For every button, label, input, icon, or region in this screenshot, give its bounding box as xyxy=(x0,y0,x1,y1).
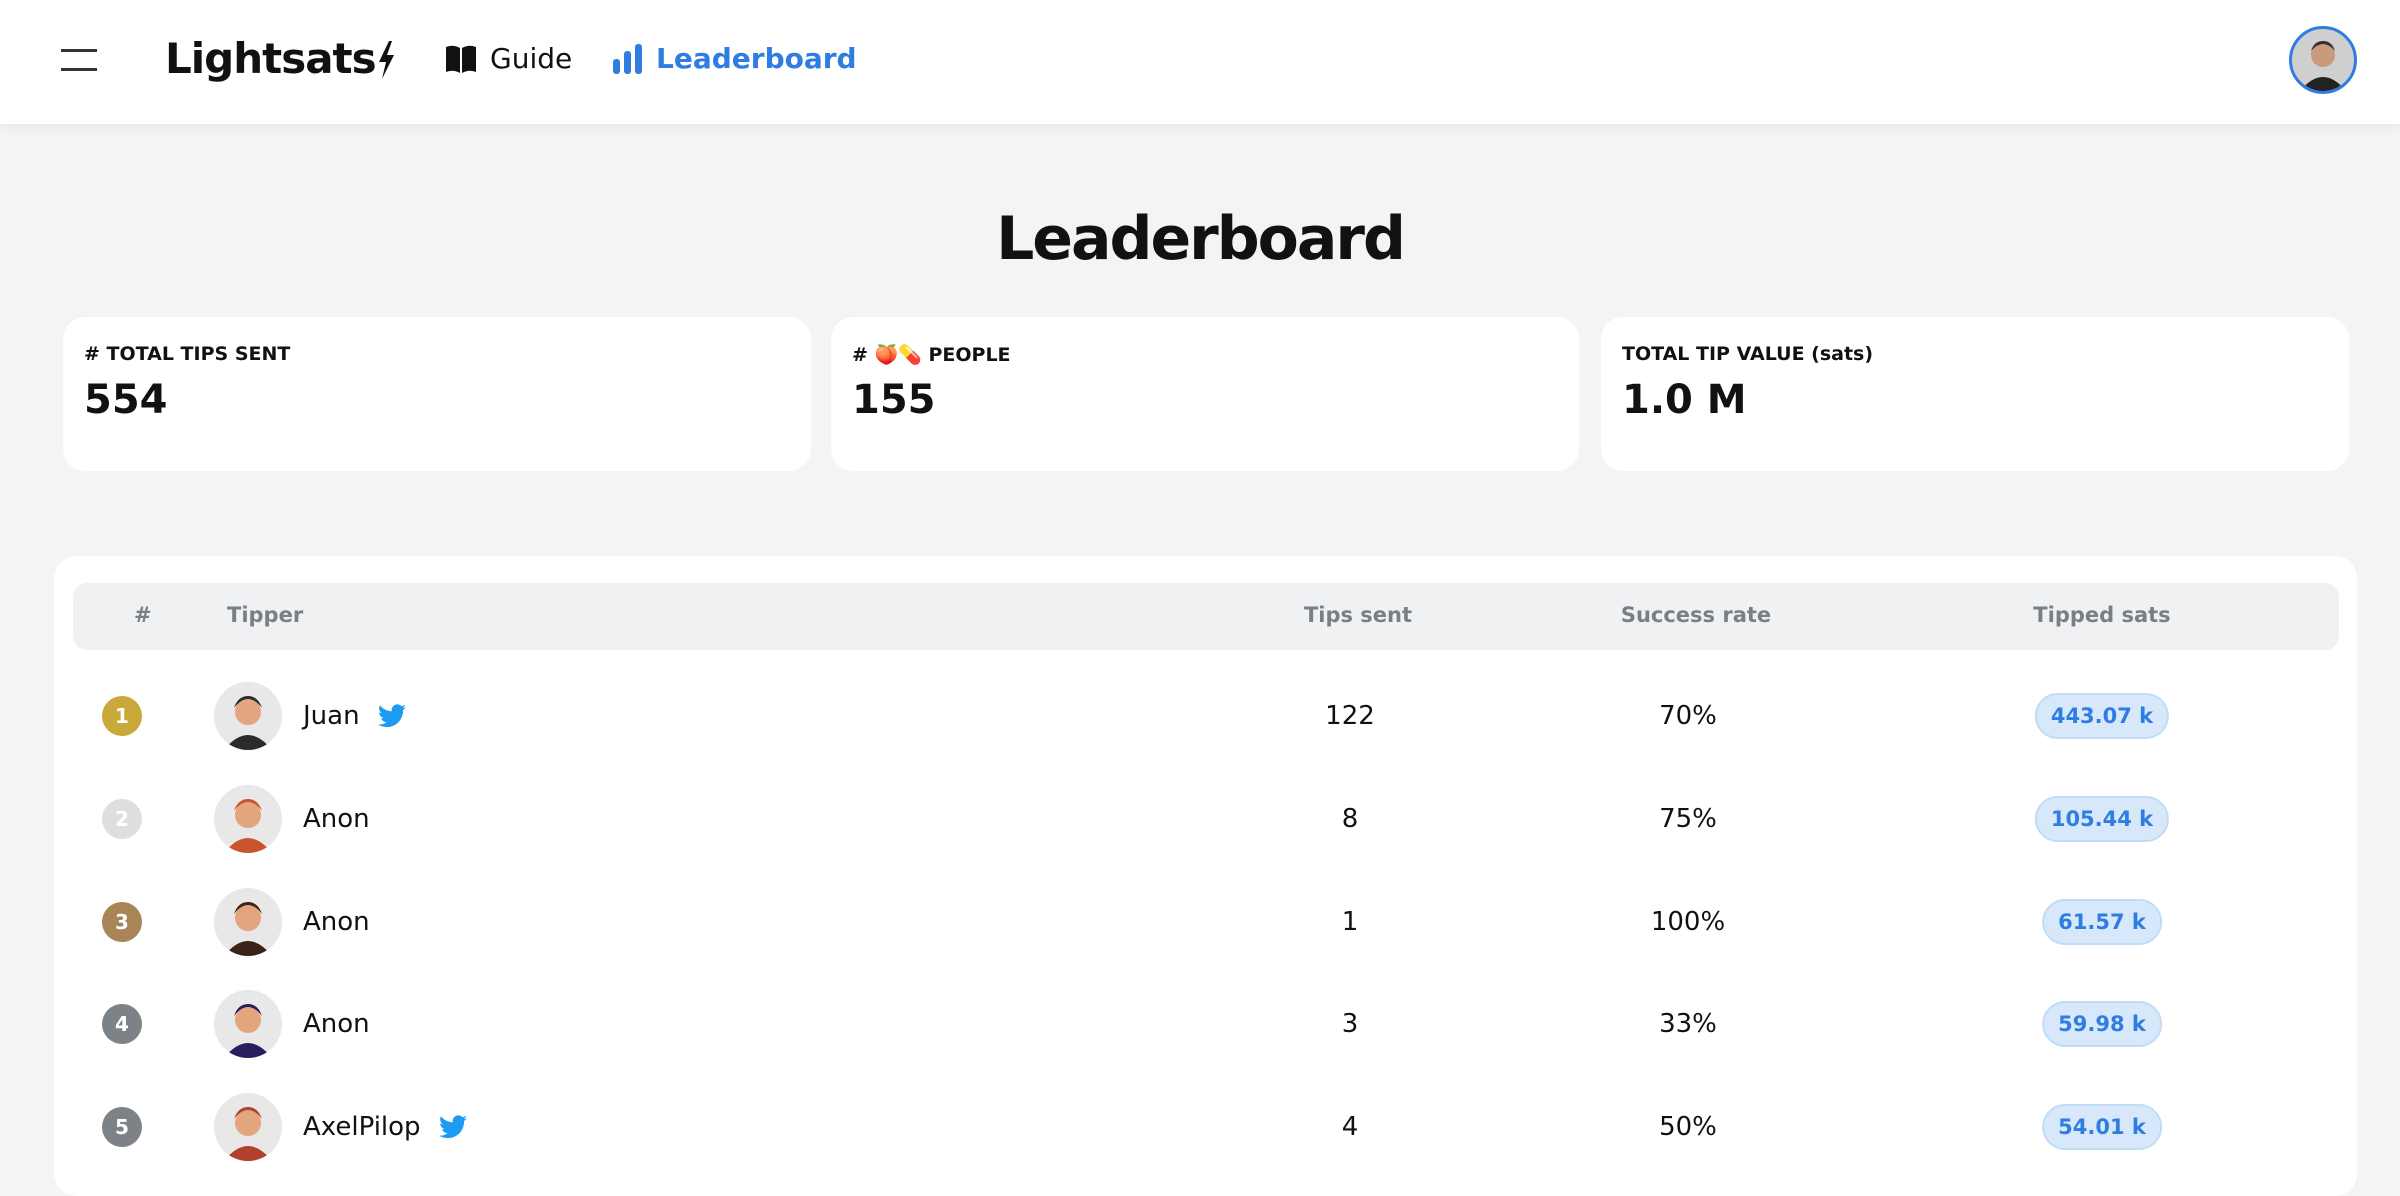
column-header: # xyxy=(134,603,152,627)
logo[interactable]: Lightsats xyxy=(165,34,396,83)
menu-icon[interactable] xyxy=(61,68,97,71)
tipper-avatar[interactable] xyxy=(214,1093,282,1162)
rank-badge: 1 xyxy=(102,696,142,736)
tipper: Anon xyxy=(303,1009,370,1039)
tipper-name[interactable]: Anon xyxy=(303,906,370,937)
tipper-avatar[interactable] xyxy=(214,784,282,853)
column-header: Success rate xyxy=(1620,603,1772,627)
tipped-sats: 105.44 k xyxy=(2034,795,2170,842)
nav-leaderboard[interactable]: Leaderboard xyxy=(612,42,857,75)
table-card xyxy=(54,556,2357,1196)
tips-sent: 122 xyxy=(1325,701,1375,731)
stat-value: 155 xyxy=(852,377,936,423)
nav-guide[interactable]: Guide xyxy=(444,42,572,75)
stat-value: 1.0 M xyxy=(1622,377,1747,423)
tipper-name[interactable]: Anon xyxy=(303,803,370,834)
success-rate: 50% xyxy=(1659,1112,1717,1143)
stat-value: 554 xyxy=(84,377,168,423)
stat-card: TOTAL TIP VALUE (sats) 1.0 M xyxy=(1601,317,2349,471)
tipper: Juan xyxy=(303,701,406,731)
tipper: Anon xyxy=(303,804,370,834)
tipper-name[interactable]: Anon xyxy=(303,1009,370,1040)
column-header: Tipper xyxy=(227,603,304,627)
tips-sent: 3 xyxy=(1341,1009,1359,1040)
column-header: Tips sent xyxy=(1303,603,1413,627)
tipped-sats: 61.57 k xyxy=(2042,898,2162,945)
tipper-avatar[interactable] xyxy=(214,682,282,750)
tipped-sats: 443.07 k xyxy=(2034,693,2170,739)
rank-badge: 4 xyxy=(102,1004,142,1045)
avatar-image xyxy=(2300,41,2346,91)
tipper-name[interactable]: AxelPilop xyxy=(303,1112,421,1143)
rank-badge: 3 xyxy=(102,901,142,942)
menu-icon[interactable] xyxy=(61,49,97,52)
column-header: Tipped sats xyxy=(2033,603,2171,627)
rank-badge: 5 xyxy=(102,1107,142,1148)
success-rate: 70% xyxy=(1659,701,1717,731)
twitter-icon[interactable] xyxy=(438,1115,467,1139)
bolt-icon xyxy=(378,41,394,79)
tipped-sats: 54.01 k xyxy=(2042,1104,2162,1151)
tipper-name[interactable]: Juan xyxy=(303,701,360,731)
tips-sent: 8 xyxy=(1341,803,1359,834)
book-icon xyxy=(446,45,476,73)
tipped-sats: 59.98 k xyxy=(2042,1001,2162,1048)
stat-label: # 🍑💊 PEOPLE xyxy=(852,344,1011,366)
tipper: Anon xyxy=(303,907,370,937)
nav-label[interactable]: Leaderboard xyxy=(656,42,857,75)
top-bar xyxy=(0,0,2400,124)
chart-icon xyxy=(613,43,642,74)
page-title: Leaderboard xyxy=(996,204,1406,274)
nav-label[interactable]: Guide xyxy=(490,42,573,75)
twitter-icon[interactable] xyxy=(377,704,406,728)
stat-label: # TOTAL TIPS SENT xyxy=(84,343,291,365)
stat-card: # TOTAL TIPS SENT 554 xyxy=(63,317,811,471)
tipper: AxelPilop xyxy=(303,1112,467,1142)
tips-sent: 1 xyxy=(1341,906,1359,937)
success-rate: 33% xyxy=(1659,1009,1717,1040)
tipper-avatar[interactable] xyxy=(214,887,282,956)
success-rate: 75% xyxy=(1659,803,1717,834)
profile-avatar[interactable] xyxy=(2289,26,2357,94)
stat-label: TOTAL TIP VALUE (sats) xyxy=(1622,343,1874,365)
tipper-avatar[interactable] xyxy=(214,990,282,1059)
tips-sent: 4 xyxy=(1341,1112,1359,1143)
success-rate: 100% xyxy=(1650,906,1726,937)
rank-badge: 2 xyxy=(102,798,142,839)
logo-text[interactable]: Lightsats xyxy=(165,34,377,83)
table-header xyxy=(73,583,2339,650)
stat-card: # 🍑💊 PEOPLE 155 xyxy=(831,317,1579,471)
